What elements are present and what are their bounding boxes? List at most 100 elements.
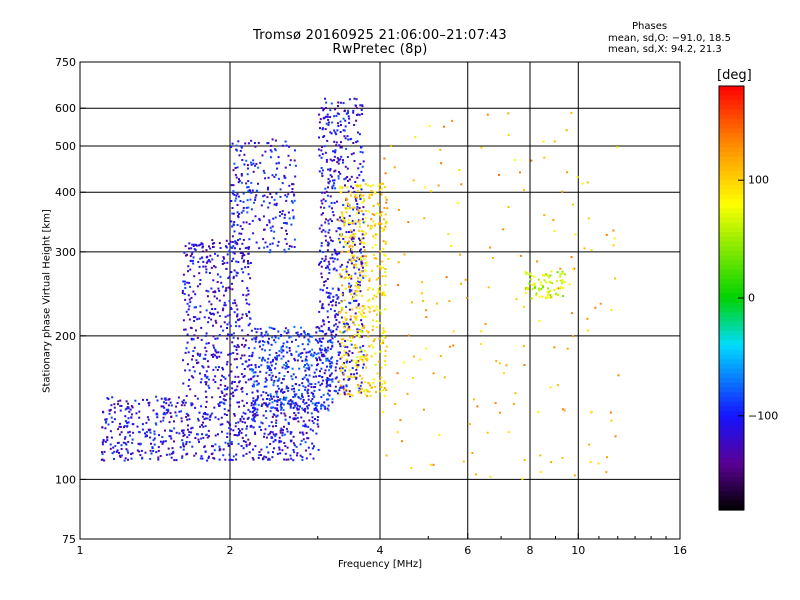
echo-point xyxy=(356,315,359,318)
echo-point xyxy=(331,337,334,340)
echo-point xyxy=(221,366,224,369)
echo-point xyxy=(271,138,274,141)
echo-point xyxy=(331,362,334,365)
echo-point xyxy=(502,372,505,375)
echo-point xyxy=(292,183,295,186)
echo-point xyxy=(348,117,351,120)
colorbar-segment xyxy=(719,312,744,318)
echo-point xyxy=(241,329,244,332)
echo-point xyxy=(316,340,319,343)
echo-point xyxy=(113,450,116,453)
echo-point xyxy=(424,186,427,189)
echo-point xyxy=(240,232,243,235)
echo-point xyxy=(254,340,257,343)
echo-point xyxy=(379,379,381,382)
echo-point xyxy=(307,384,310,387)
echo-point xyxy=(217,418,220,421)
echo-point xyxy=(350,230,353,233)
echo-point xyxy=(329,292,332,295)
echo-point xyxy=(218,445,221,448)
echo-point xyxy=(371,269,373,272)
echo-point xyxy=(364,220,367,223)
echo-point xyxy=(221,374,224,377)
echo-point xyxy=(343,323,346,326)
echo-point xyxy=(160,397,163,400)
echo-point xyxy=(382,329,385,332)
echo-point xyxy=(322,379,325,382)
echo-point xyxy=(154,422,157,425)
echo-point xyxy=(197,244,200,247)
echo-point xyxy=(371,346,374,349)
echo-point xyxy=(281,144,284,147)
echo-point xyxy=(334,323,337,326)
echo-point xyxy=(397,284,399,286)
echo-point xyxy=(365,209,367,212)
echo-point xyxy=(218,289,221,292)
echo-point xyxy=(170,437,173,440)
echo-point xyxy=(131,452,134,455)
echo-point xyxy=(341,218,344,221)
echo-point xyxy=(301,458,304,461)
echo-point xyxy=(269,430,272,433)
echo-point xyxy=(265,404,268,407)
echo-point xyxy=(248,189,251,192)
echo-point xyxy=(274,335,277,337)
echo-point xyxy=(235,321,237,324)
echo-point xyxy=(384,349,387,352)
echo-point xyxy=(349,336,351,339)
echo-point xyxy=(275,358,278,361)
echo-point xyxy=(230,184,233,187)
echo-point xyxy=(323,284,326,287)
echo-point xyxy=(449,345,451,348)
echo-point xyxy=(187,265,190,268)
echo-point xyxy=(234,167,237,169)
echo-point xyxy=(251,385,254,388)
echo-point xyxy=(362,206,365,209)
echo-point xyxy=(325,107,327,109)
echo-point xyxy=(355,185,358,188)
colorbar-segment xyxy=(719,434,744,440)
echo-point xyxy=(369,185,372,188)
echo-point xyxy=(379,322,382,325)
echo-point xyxy=(264,241,267,244)
echo-point xyxy=(167,447,170,450)
echo-point xyxy=(267,458,270,461)
echo-point xyxy=(283,363,286,366)
echo-point xyxy=(321,128,324,131)
echo-point xyxy=(344,365,347,368)
echo-point xyxy=(230,458,233,461)
echo-point xyxy=(284,418,287,421)
echo-point xyxy=(102,410,104,413)
echo-point xyxy=(545,281,548,284)
echo-point xyxy=(181,430,184,433)
echo-point xyxy=(281,388,284,391)
echo-point xyxy=(347,354,350,357)
echo-point xyxy=(356,366,359,369)
echo-point xyxy=(329,109,332,112)
colorbar-segment xyxy=(719,100,744,106)
echo-point xyxy=(531,288,534,291)
echo-point xyxy=(293,387,295,390)
echo-point xyxy=(341,367,344,370)
echo-point xyxy=(352,111,355,114)
echo-point xyxy=(270,150,273,153)
echo-point xyxy=(350,185,353,188)
echo-point xyxy=(231,235,234,238)
echo-point xyxy=(359,104,362,107)
echo-point xyxy=(194,316,197,319)
echo-point xyxy=(535,294,538,297)
echo-point xyxy=(247,206,250,209)
echo-point xyxy=(241,436,244,439)
echo-point xyxy=(240,146,243,149)
echo-point xyxy=(307,437,310,440)
echo-point xyxy=(242,337,245,340)
echo-point xyxy=(339,330,342,333)
echo-point xyxy=(288,245,291,248)
echo-point xyxy=(329,218,332,221)
echo-point xyxy=(233,345,236,348)
echo-point xyxy=(317,410,320,413)
echo-point xyxy=(327,118,330,121)
echo-point xyxy=(331,257,334,260)
echo-point xyxy=(375,257,378,260)
echo-point xyxy=(298,367,301,370)
